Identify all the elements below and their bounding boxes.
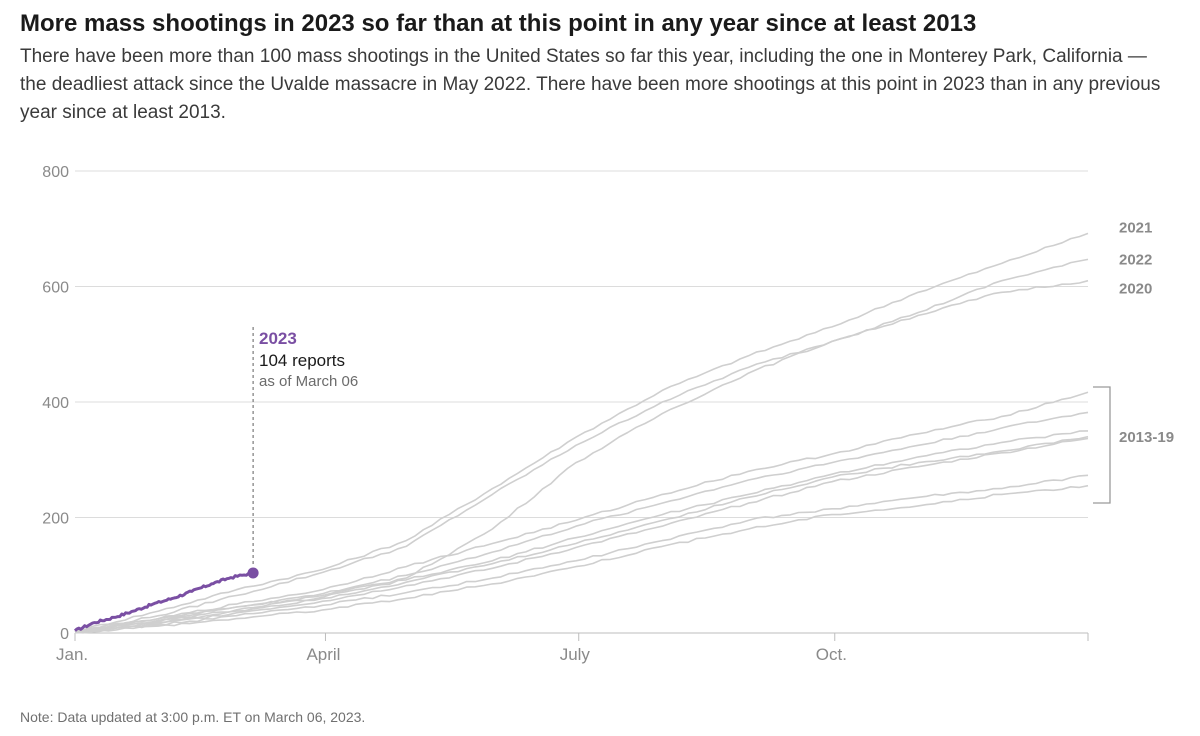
x-tick-label: Oct. bbox=[816, 645, 847, 664]
x-axis-ticks: Jan. April July Oct. bbox=[56, 633, 1089, 664]
series-line-2021 bbox=[74, 232, 1089, 633]
series-line-2013-19-6 bbox=[74, 430, 1089, 634]
series-line-2013-19-8 bbox=[74, 437, 1089, 634]
group-label-2013-19: 2013-19 bbox=[1119, 429, 1174, 446]
chart-title: More mass shootings in 2023 so far than … bbox=[20, 10, 977, 37]
footnote: Note: Data updated at 3:00 p.m. ET on Ma… bbox=[20, 709, 366, 725]
y-tick-label: 0 bbox=[60, 626, 69, 643]
annotation-value: 104 reports bbox=[259, 351, 345, 370]
series-line-2013-19-10 bbox=[75, 484, 1089, 634]
series-label-2022: 2022 bbox=[1119, 251, 1152, 268]
background-series bbox=[74, 232, 1089, 634]
y-tick-label: 400 bbox=[42, 395, 69, 412]
y-tick-label: 600 bbox=[42, 280, 69, 297]
series-line-2013-19-4 bbox=[74, 391, 1089, 633]
y-axis-ticks: 0 200 400 600 800 bbox=[42, 164, 69, 643]
annotation-title: 2023 bbox=[259, 329, 297, 348]
x-tick-label: July bbox=[560, 645, 591, 664]
series-line-2013-19-7 bbox=[74, 435, 1089, 634]
highlight-series bbox=[73, 567, 259, 632]
series-endpoint-2023 bbox=[247, 567, 259, 579]
gridlines bbox=[75, 170, 1088, 634]
group-bracket-2013-19: 2013-19 bbox=[1093, 386, 1174, 504]
series-label-2020: 2020 bbox=[1119, 281, 1152, 298]
series-label-2021: 2021 bbox=[1119, 219, 1152, 236]
series-line-2013-19-9 bbox=[74, 474, 1089, 634]
y-tick-label: 800 bbox=[42, 164, 69, 181]
annotation-date: as of March 06 bbox=[259, 373, 358, 390]
series-line-2023 bbox=[73, 571, 254, 632]
x-tick-label: April bbox=[306, 645, 340, 664]
annotation-2023: 2023 104 reports as of March 06 bbox=[252, 327, 358, 567]
chart-subtitle: There have been more than 100 mass shoot… bbox=[20, 46, 1161, 123]
x-tick-label: Jan. bbox=[56, 645, 88, 664]
series-labels: 2021 2022 2020 bbox=[1119, 219, 1152, 297]
series-line-2013-19-5 bbox=[74, 411, 1089, 633]
series-line-2022 bbox=[74, 258, 1089, 633]
y-tick-label: 200 bbox=[42, 511, 69, 528]
bracket-shape bbox=[1093, 386, 1111, 504]
